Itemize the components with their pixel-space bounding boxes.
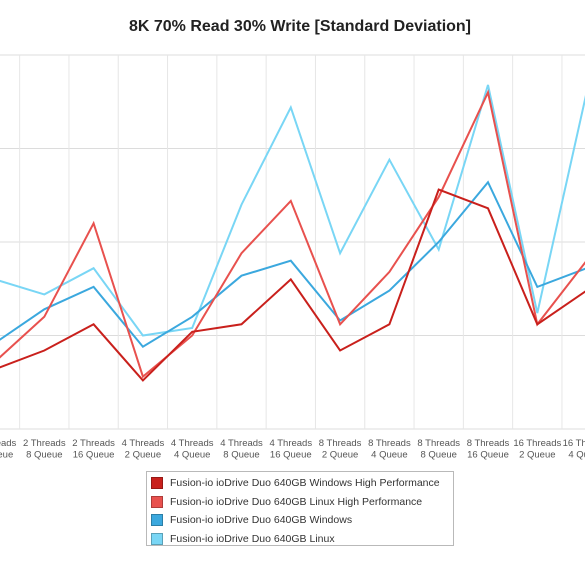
x-tick-label: 8 Threads 4 Queue bbox=[368, 438, 411, 461]
x-tick-label: 2 Threads 16 Queue bbox=[72, 438, 115, 461]
legend: Fusion-io ioDrive Duo 640GB Windows High… bbox=[146, 471, 454, 546]
chart-title: 8K 70% Read 30% Write [Standard Deviatio… bbox=[128, 18, 472, 35]
legend-item: Fusion-io ioDrive Duo 640GB Linux bbox=[151, 530, 453, 549]
x-tick-label: 8 Threads 16 Queue bbox=[467, 438, 510, 461]
series-line bbox=[0, 89, 585, 379]
series-line bbox=[0, 180, 585, 349]
x-tick-label: 4 Threads 8 Queue bbox=[220, 438, 263, 461]
x-tick-label: 4 Threads 16 Queue bbox=[269, 438, 312, 461]
legend-label: Fusion-io ioDrive Duo 640GB Linux bbox=[170, 532, 335, 545]
legend-item: Fusion-io ioDrive Duo 640GB Windows High… bbox=[151, 474, 453, 493]
grid-lines bbox=[0, 54, 585, 430]
legend-swatch bbox=[151, 477, 163, 490]
series-line bbox=[0, 188, 585, 382]
series-line bbox=[0, 84, 585, 337]
legend-item: Fusion-io ioDrive Duo 640GB Linux High P… bbox=[151, 493, 453, 512]
x-tick-label: 4 Threads 4 Queue bbox=[171, 438, 214, 461]
legend-label: Fusion-io ioDrive Duo 640GB Windows bbox=[170, 514, 353, 527]
x-tick-label: 8 Threads 8 Queue bbox=[417, 438, 460, 461]
legend-swatch bbox=[151, 532, 163, 545]
x-tick-label: 2 Threads 8 Queue bbox=[23, 438, 66, 461]
x-tick-label: 16 Threads 2 Queue bbox=[513, 438, 561, 461]
series-lines bbox=[0, 84, 585, 382]
legend-swatch bbox=[151, 495, 163, 508]
legend-swatch bbox=[151, 514, 163, 527]
legend-label: Fusion-io ioDrive Duo 640GB Windows High… bbox=[170, 477, 440, 490]
legend-item: Fusion-io ioDrive Duo 640GB Windows bbox=[151, 511, 453, 530]
x-tick-label: 4 Threads 2 Queue bbox=[122, 438, 165, 461]
x-tick-label: 8 Threads 2 Queue bbox=[319, 438, 362, 461]
legend-label: Fusion-io ioDrive Duo 640GB Linux High P… bbox=[170, 495, 423, 508]
